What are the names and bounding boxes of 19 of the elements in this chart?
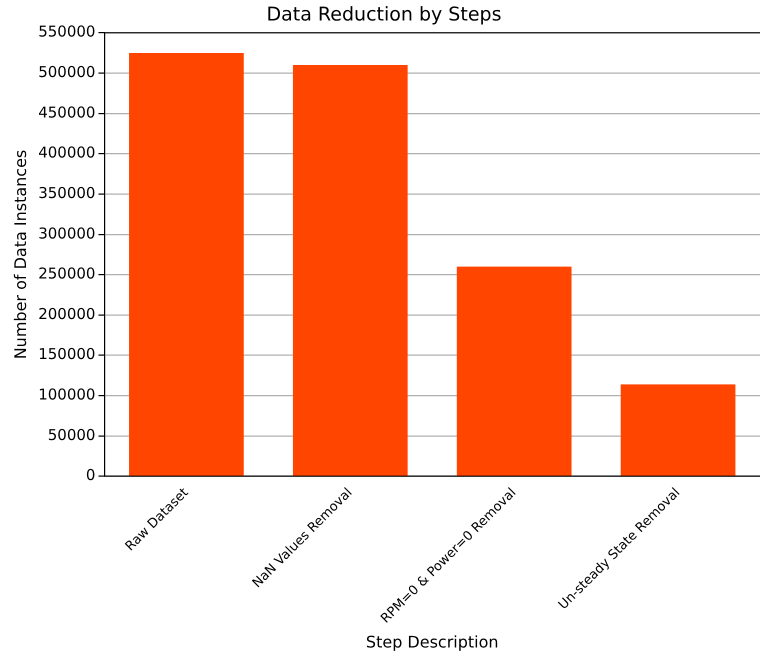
y-tick-label: 100000 [38,386,96,404]
y-tick-label: 0 [86,466,96,484]
x-axis-title: Step Description [366,632,499,652]
bar [129,52,244,476]
y-tick-label: 500000 [38,63,96,82]
y-tick-label: 150000 [38,345,96,364]
chart-title: Data Reduction by Steps [266,3,502,26]
y-tick-label: 350000 [38,184,96,202]
y-tick-label: 300000 [38,224,96,242]
y-tick-label: 200000 [38,304,96,323]
bar [620,384,736,476]
y-tick-label: 400000 [38,144,96,162]
y-tick-label: 250000 [38,264,96,283]
bar [292,65,408,476]
y-tick-label: 450000 [38,103,96,122]
bar [456,266,572,476]
y-axis-title: Number of Data Instances [10,150,30,360]
y-tick-label: 550000 [38,22,96,41]
y-tick-label: 50000 [48,426,96,444]
